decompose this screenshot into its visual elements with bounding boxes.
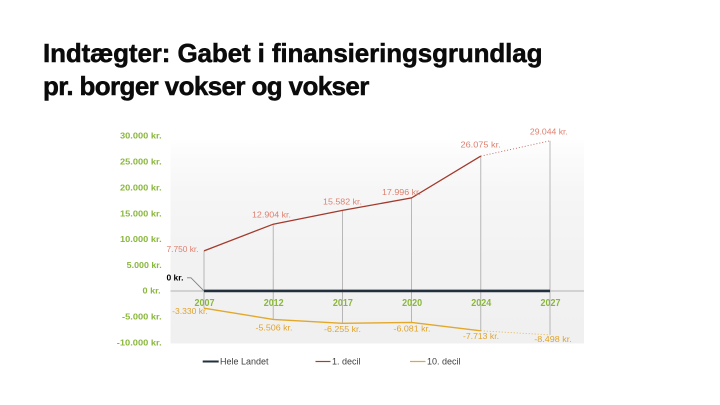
svg-text:2007: 2007 [195, 298, 215, 309]
svg-text:20.000 kr.: 20.000 kr. [120, 183, 162, 192]
svg-text:25.000 kr.: 25.000 kr. [120, 158, 162, 167]
svg-text:2024: 2024 [471, 298, 491, 309]
svg-text:30.000 kr.: 30.000 kr. [120, 132, 162, 141]
svg-text:-10.000 kr.: -10.000 kr. [117, 339, 162, 348]
svg-text:0 kr.: 0 kr. [143, 286, 161, 295]
svg-text:17.996 kr.: 17.996 kr. [382, 188, 421, 197]
svg-text:-7.713 kr.: -7.713 kr. [463, 332, 499, 341]
svg-text:1. decil: 1. decil [332, 357, 361, 367]
svg-text:0 kr.: 0 kr. [166, 273, 183, 283]
svg-text:29.044 kr.: 29.044 kr. [530, 128, 568, 137]
svg-text:7.750 kr.: 7.750 kr. [167, 245, 199, 254]
svg-text:-8.498 kr.: -8.498 kr. [534, 335, 571, 344]
svg-text:-3.330 kr.: -3.330 kr. [172, 307, 208, 316]
svg-text:26.075 kr.: 26.075 kr. [461, 141, 501, 150]
svg-text:-6.081 kr.: -6.081 kr. [394, 324, 431, 333]
svg-text:-5.000 kr.: -5.000 kr. [122, 313, 162, 322]
svg-text:-6.255 kr.: -6.255 kr. [324, 325, 361, 334]
svg-text:5.000 kr.: 5.000 kr. [127, 261, 162, 270]
svg-text:2017: 2017 [333, 298, 353, 309]
svg-text:-5.506 kr.: -5.506 kr. [256, 323, 293, 332]
svg-text:10.000 kr.: 10.000 kr. [120, 235, 162, 244]
svg-text:10. decil: 10. decil [427, 357, 461, 367]
svg-text:15.582 kr.: 15.582 kr. [323, 198, 362, 207]
svg-text:2027: 2027 [541, 298, 561, 309]
svg-text:Hele Landet: Hele Landet [220, 357, 269, 367]
svg-text:15.000 kr.: 15.000 kr. [120, 209, 162, 218]
svg-text:2020: 2020 [402, 298, 422, 309]
svg-text:2012: 2012 [264, 298, 284, 309]
svg-text:12.904 kr.: 12.904 kr. [252, 211, 291, 220]
